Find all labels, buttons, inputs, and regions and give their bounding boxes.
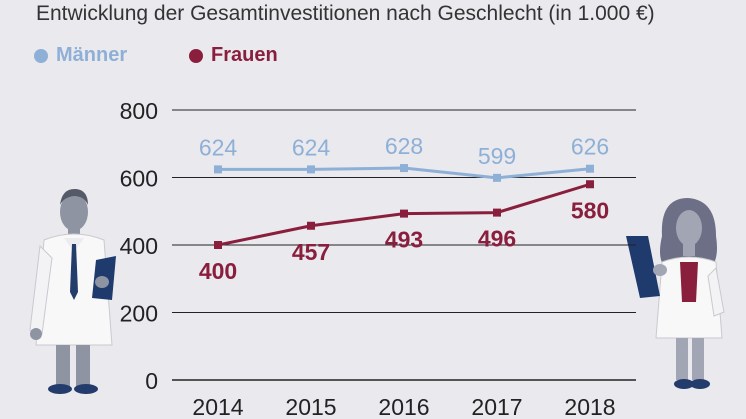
female-doctor-illustration [626,198,725,389]
x-tick-label: 2014 [192,394,243,419]
x-tick-label: 2015 [285,394,336,419]
data-point [586,180,594,189]
legend-item-maenner: Männer [34,44,127,67]
data-label: 580 [571,197,609,223]
data-label: 493 [385,227,423,253]
data-label: 400 [199,258,237,284]
y-tick-label: 400 [120,233,158,259]
y-tick-label: 800 [120,98,158,124]
x-tick-label: 2016 [378,394,429,419]
legend-label-maenner: Männer [56,44,128,66]
y-tick-label: 0 [145,368,158,394]
data-point [400,209,408,218]
data-point [307,165,315,174]
data-label: 599 [478,143,516,169]
data-point [214,165,222,174]
data-point [400,164,408,173]
legend-item-frauen: Frauen [189,44,278,67]
data-label: 624 [292,134,331,160]
data-point [307,221,315,230]
x-tick-label: 2017 [471,394,522,419]
legend-marker-maenner [34,48,48,63]
chart-title: Entwicklung der Gesamtinvestitionen nach… [36,2,655,25]
data-label: 628 [385,133,423,159]
data-label: 626 [571,134,609,160]
data-point [214,241,222,249]
data-point [493,208,501,217]
x-tick-label: 2018 [564,394,615,419]
data-label: 624 [199,134,238,160]
male-doctor-illustration [29,188,116,394]
legend-label-frauen: Frauen [211,44,278,66]
data-point [586,164,594,173]
data-label: 457 [292,239,330,265]
y-tick-label: 200 [120,301,158,327]
legend-marker-frauen [189,48,203,63]
data-point [493,173,501,182]
y-tick-label: 600 [120,166,158,192]
data-label: 496 [478,226,516,252]
